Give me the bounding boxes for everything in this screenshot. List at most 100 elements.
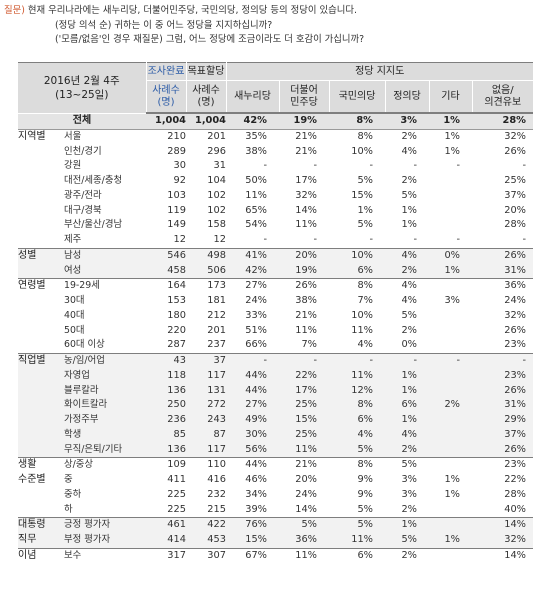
completed-count: 458: [146, 263, 186, 279]
row-group-label: [18, 174, 64, 189]
support-value: -: [329, 352, 385, 369]
completed-count: 220: [167, 324, 186, 336]
support-value: [429, 442, 472, 458]
total-row: 전체 1,004 1,004 42% 19% 8% 3% 1% 28%: [18, 113, 533, 130]
support-value: 2%: [429, 398, 472, 413]
support-value: 27%: [226, 278, 279, 294]
target-sample-header: 목표할당: [185, 62, 226, 81]
support-value: 15%: [279, 413, 329, 428]
party-header: 기타: [428, 80, 472, 114]
total-value: 1%: [429, 113, 472, 130]
support-value: [429, 324, 472, 339]
target-count: 117: [186, 442, 226, 458]
support-value: -: [429, 352, 472, 369]
support-value: 11%: [295, 219, 317, 231]
support-value: -: [385, 352, 429, 369]
row-group-label: 직무: [18, 533, 64, 549]
row-group-label: 연령별: [18, 278, 64, 294]
support-value: 1%: [429, 533, 472, 549]
support-value: 32%: [472, 128, 533, 145]
support-value: 5%: [401, 309, 417, 321]
party-support-table: 2016년 2월 4주 (13~25일) 조사완료 목표할당 정당 지지도 사례…: [18, 62, 533, 564]
support-value: 1%: [401, 204, 417, 216]
support-value: 32%: [295, 189, 317, 201]
support-value: 31%: [472, 263, 533, 279]
support-value: 30%: [226, 427, 279, 443]
support-value: 8%: [329, 398, 385, 413]
total-completed: 1,004: [146, 113, 186, 130]
support-value: 1%: [429, 263, 472, 279]
support-value: 20%: [279, 247, 329, 264]
row-label: 화이트칼라: [64, 398, 146, 413]
row-label: 보수: [64, 547, 146, 564]
total-value: 19%: [279, 113, 329, 130]
support-value: 2%: [385, 547, 429, 564]
support-value: 2%: [385, 263, 429, 279]
target-count: 212: [207, 309, 226, 321]
support-value: 33%: [245, 309, 267, 321]
support-value: -: [313, 160, 317, 172]
row-group-label: 수준별: [18, 474, 46, 485]
table-row: 직무 부정 평가자 414 453 15% 36% 11% 5% 1% 32%: [18, 533, 533, 549]
support-value: -: [313, 234, 317, 245]
support-value: 41%: [226, 247, 279, 264]
support-value: 23%: [472, 457, 533, 473]
support-value: -: [279, 352, 329, 369]
support-value: 11%: [279, 442, 329, 458]
support-value: 5%: [329, 517, 385, 533]
target-count: 296: [207, 145, 226, 157]
completed-count: 411: [167, 474, 186, 485]
support-value: 1%: [444, 145, 460, 157]
party-header: 국민의당: [328, 80, 385, 114]
target-count: 422: [186, 517, 226, 533]
support-value: 46%: [245, 474, 267, 485]
table-row: 화이트칼라 250 272 27% 25% 8% 6% 2% 31%: [18, 398, 533, 413]
row-group-label: 지역별: [18, 128, 64, 145]
support-value: 1%: [385, 413, 429, 428]
party-header: 새누리당: [225, 80, 279, 114]
support-value: -: [413, 234, 417, 245]
support-value: 1%: [385, 368, 429, 384]
support-value: 9%: [357, 488, 373, 500]
row-label: 가정주부: [64, 413, 146, 428]
row-group-label: [18, 442, 64, 458]
completed-count: 136: [146, 442, 186, 458]
party-header: 정의당: [384, 80, 429, 114]
support-value: [429, 517, 472, 533]
support-value: 51%: [245, 324, 267, 336]
support-value: 24%: [504, 295, 526, 306]
support-value: 3%: [401, 488, 417, 500]
completed-count: 236: [146, 413, 186, 428]
target-count: 117: [186, 368, 226, 384]
target-count: 272: [186, 398, 226, 413]
table-row: 60대 이상 287 237 66% 7% 4% 0% 23%: [18, 338, 533, 353]
row-label: 대구/경북: [64, 204, 102, 216]
support-value: 1%: [401, 219, 417, 231]
support-value: [429, 457, 472, 473]
support-value: 25%: [504, 175, 526, 186]
support-value: 76%: [226, 517, 279, 533]
support-value: 15%: [226, 533, 279, 549]
support-value: 5%: [357, 175, 373, 186]
table-body: 전체 1,004 1,004 42% 19% 8% 3% 1% 28% 지역별 서…: [18, 113, 533, 564]
target-count: 181: [207, 295, 226, 306]
table-row: 50대 220 201 51% 11% 11% 2% 26%: [18, 324, 533, 339]
row-label: 서울: [64, 128, 146, 145]
row-label: 긍정 평가자: [64, 517, 146, 533]
row-label: 부산/울산/경남: [64, 219, 123, 231]
support-value: 5%: [385, 533, 429, 549]
row-group-label: [18, 263, 64, 279]
target-sample-subheader: 사례수 (명): [185, 80, 226, 114]
row-group-label: [18, 488, 64, 503]
row-label: 제주: [64, 234, 82, 245]
support-value: 31%: [472, 398, 533, 413]
support-value: 4%: [401, 145, 417, 157]
row-label: 광주/전라: [64, 189, 102, 201]
question-prefix: 질문): [4, 5, 25, 16]
support-value: 14%: [472, 517, 533, 533]
support-value: 11%: [329, 368, 385, 384]
support-value: 36%: [472, 278, 533, 294]
row-label: 부정 평가자: [64, 533, 146, 549]
target-count: 201: [207, 324, 226, 336]
support-value: 26%: [279, 278, 329, 294]
